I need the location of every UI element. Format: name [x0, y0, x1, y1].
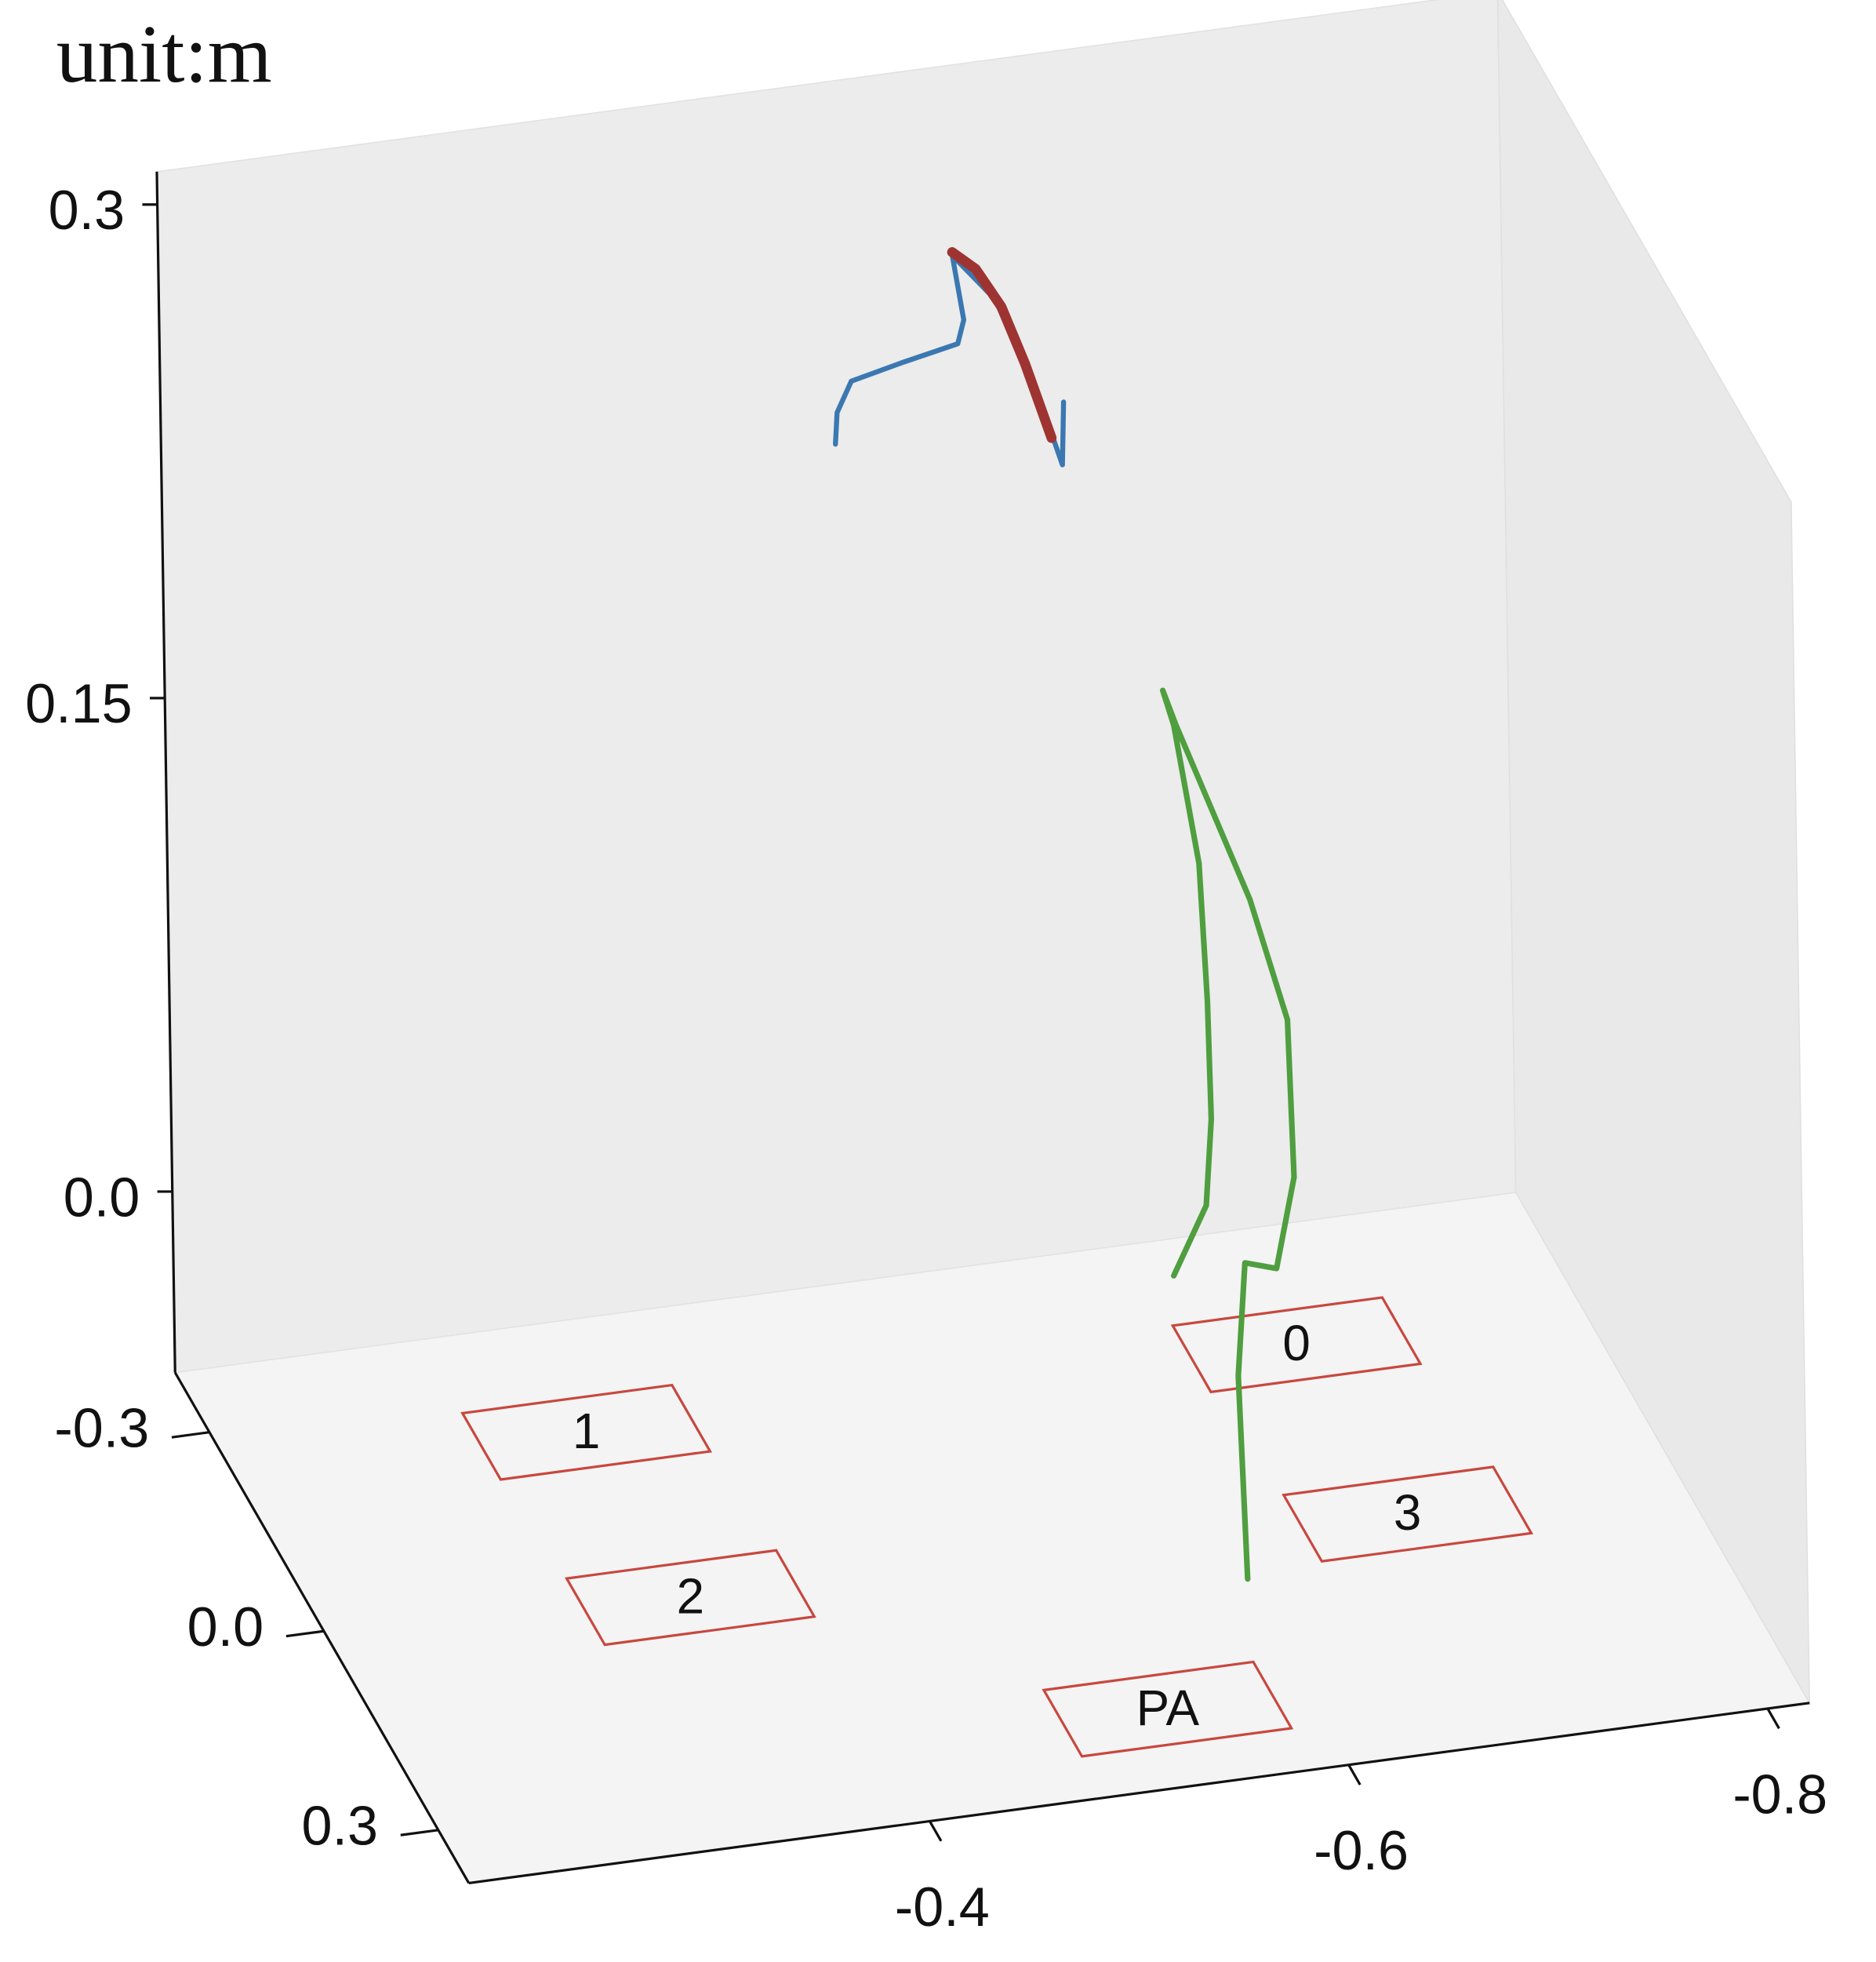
x-tick-label: -0.8: [1732, 1763, 1827, 1825]
y-tick: [400, 1829, 439, 1836]
marker-label: 0: [1282, 1315, 1310, 1371]
marker-label: PA: [1136, 1680, 1200, 1736]
x-tick: [929, 1820, 943, 1842]
x-tick: [1347, 1764, 1362, 1785]
trajectory: [1159, 687, 1297, 1582]
y-tick: [171, 1431, 210, 1439]
marker-label: 2: [677, 1568, 704, 1625]
y-tick-label: 0.3: [302, 1794, 379, 1856]
trajectory: [947, 247, 1057, 443]
floor-marker: [1170, 1296, 1423, 1394]
side-pane: [1496, 0, 1811, 1705]
z-axis-line: [155, 171, 176, 1373]
floor-marker: [1282, 1465, 1534, 1563]
z-tick-label: 0.3: [49, 179, 125, 241]
z-tick-label: 0.0: [64, 1166, 140, 1228]
y-axis-line: [173, 1371, 471, 1884]
axes: -0.4 -0.6 -0.8 -0.3 0.0 0.3 0.3 0.15 0.0: [25, 171, 1827, 1938]
marker-label: 1: [573, 1403, 600, 1459]
y-tick-label: -0.3: [54, 1396, 149, 1458]
trajectory: [833, 253, 1067, 468]
z-tick-label: 0.15: [25, 672, 133, 734]
panes: [156, 0, 1811, 1884]
marker-label: 3: [1394, 1484, 1421, 1541]
floor-marker: [564, 1549, 816, 1647]
x-tick-label: -0.4: [895, 1876, 990, 1938]
marks: 0 1 2 3 PA: [460, 247, 1534, 1758]
x-tick: [1766, 1708, 1780, 1730]
x-tick-label: -0.6: [1314, 1819, 1409, 1881]
floor-marker: [1042, 1660, 1294, 1758]
back-pane: [156, 0, 1517, 1374]
chart-title: unit:m: [56, 8, 272, 100]
floor-marker: [460, 1383, 713, 1481]
x-axis-line: [468, 1702, 1810, 1884]
y-tick: [285, 1629, 325, 1638]
y-tick-label: 0.0: [187, 1596, 264, 1658]
